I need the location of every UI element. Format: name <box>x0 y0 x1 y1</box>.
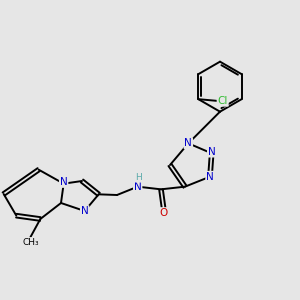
Text: N: N <box>184 138 192 148</box>
Text: CH₃: CH₃ <box>22 238 39 247</box>
Text: O: O <box>160 208 168 218</box>
Text: N: N <box>81 206 88 216</box>
Text: Cl: Cl <box>218 96 228 106</box>
Text: H: H <box>136 173 142 182</box>
Text: N: N <box>206 172 214 182</box>
Text: N: N <box>60 177 68 187</box>
Text: N: N <box>134 182 142 192</box>
Text: N: N <box>208 147 215 157</box>
